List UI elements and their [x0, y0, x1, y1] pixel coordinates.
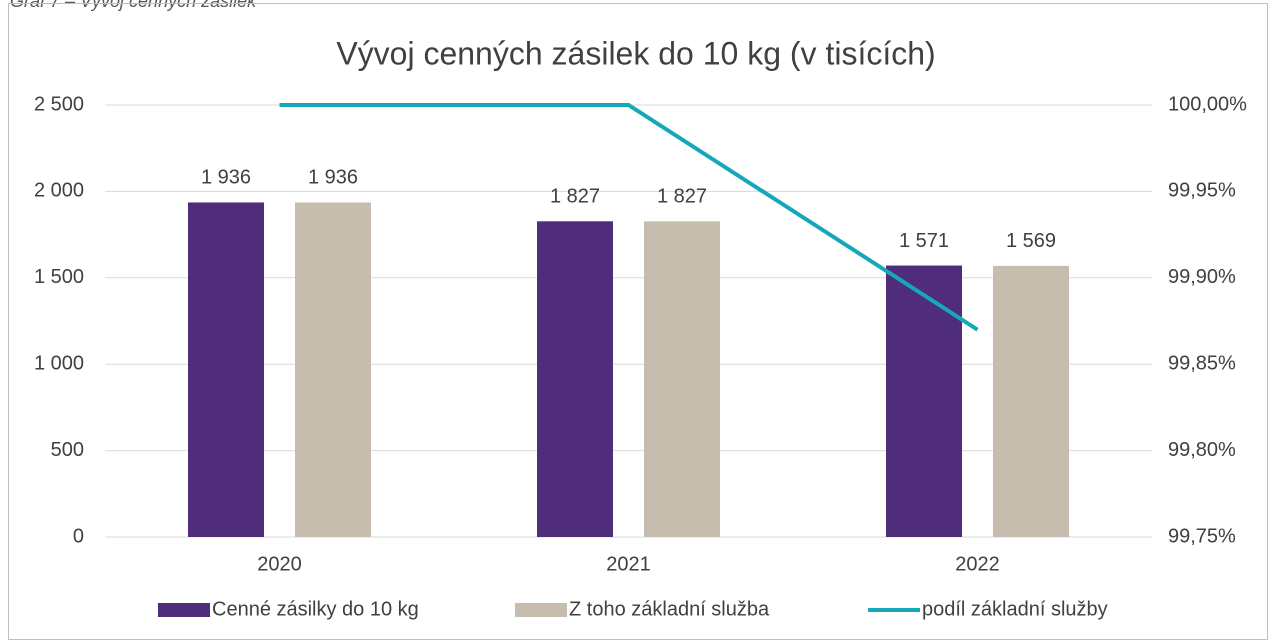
y-tick-label: 2 500: [34, 93, 84, 115]
legend-label: Z toho základní služba: [569, 598, 770, 620]
bar: [993, 265, 1069, 537]
y-tick-label: 1 000: [34, 352, 84, 374]
legend-swatch: [515, 603, 567, 617]
legend-swatch: [158, 603, 210, 617]
bar: [188, 202, 264, 537]
y2-tick-label: 99,85%: [1168, 352, 1236, 374]
x-tick-label: 2021: [606, 553, 651, 575]
y-tick-label: 0: [73, 525, 84, 547]
y-tick-label: 1 500: [34, 266, 84, 288]
data-label: 1 571: [899, 230, 949, 252]
line-series: [279, 103, 979, 332]
data-label: 1 827: [657, 186, 707, 208]
y2-tick-label: 99,80%: [1168, 439, 1236, 461]
data-label: 1 569: [1006, 230, 1056, 252]
y-tick-label: 500: [51, 439, 84, 461]
bar: [644, 221, 720, 537]
bar: [537, 221, 613, 537]
data-label: 1 936: [308, 167, 358, 189]
y-tick-label: 2 000: [34, 180, 84, 202]
chart-title: Vývoj cenných zásilek do 10 kg (v tisící…: [336, 35, 935, 71]
x-tick-label: 2022: [955, 553, 1000, 575]
legend-label: podíl základní služby: [922, 598, 1108, 620]
data-label: 1 827: [550, 186, 600, 208]
y2-tick-label: 100,00%: [1168, 93, 1247, 115]
data-label: 1 936: [201, 167, 251, 189]
bar: [295, 202, 371, 537]
y2-tick-label: 99,75%: [1168, 525, 1236, 547]
bar: [886, 265, 962, 537]
y2-tick-label: 99,90%: [1168, 266, 1236, 288]
x-tick-label: 2020: [257, 553, 302, 575]
caption: Graf 7 – Vývoj cenných zásilek: [10, 0, 257, 11]
legend-label: Cenné zásilky do 10 kg: [212, 598, 419, 620]
y2-tick-label: 99,95%: [1168, 180, 1236, 202]
chart-border: [8, 3, 1268, 640]
